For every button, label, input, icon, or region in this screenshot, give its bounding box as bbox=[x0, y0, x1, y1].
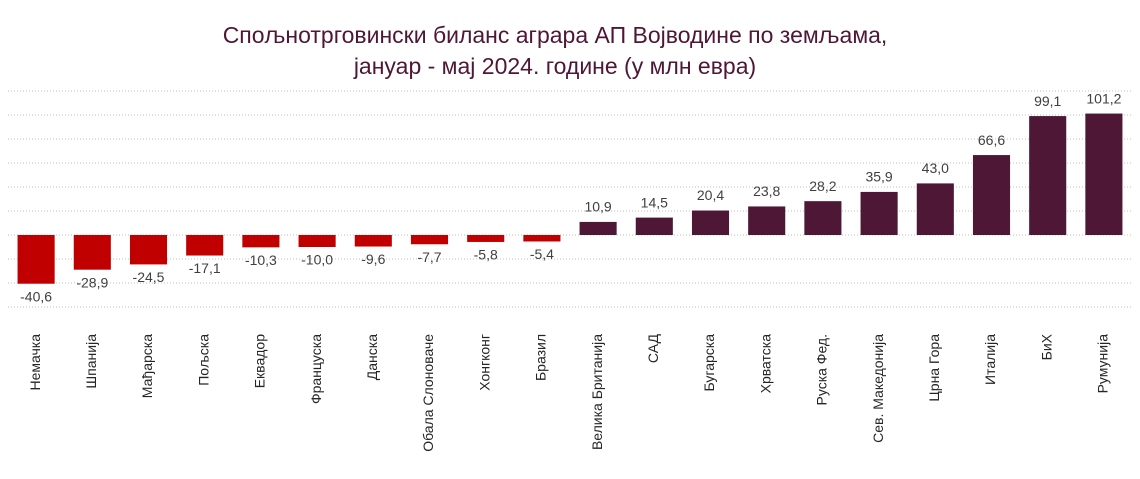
x-tick-label: Данска bbox=[364, 334, 380, 380]
data-label: 43,0 bbox=[922, 160, 949, 176]
x-tick-label: Сев. Македонија bbox=[870, 334, 886, 443]
bar bbox=[691, 210, 730, 235]
data-label: 10,9 bbox=[584, 199, 611, 215]
x-tick-label: Немачка bbox=[27, 334, 43, 391]
bar bbox=[17, 235, 55, 284]
data-label: 20,4 bbox=[697, 187, 724, 203]
x-tick-label: Црна Гора bbox=[926, 334, 942, 402]
bar bbox=[860, 191, 898, 235]
x-tick-label: Пољска bbox=[195, 334, 211, 386]
data-label: -40,6 bbox=[20, 288, 52, 304]
data-label: -7,7 bbox=[417, 249, 441, 265]
chart-title: Спољнотрговински биланс аграра АП Војвод… bbox=[223, 22, 888, 48]
data-label: -5,4 bbox=[530, 246, 554, 262]
data-label: -10,3 bbox=[245, 252, 277, 268]
bar bbox=[1085, 113, 1123, 235]
bar bbox=[804, 201, 842, 235]
bar bbox=[579, 221, 617, 235]
data-label: -17,1 bbox=[189, 260, 221, 276]
data-label: 101,2 bbox=[1086, 90, 1121, 106]
x-tick-label: Хрватска bbox=[757, 334, 773, 394]
bar bbox=[129, 235, 168, 265]
x-tick-label: Бразил bbox=[533, 334, 549, 381]
x-tick-label: Бугарска bbox=[701, 334, 717, 392]
data-label: -9,6 bbox=[361, 251, 385, 267]
x-tick-label: БиХ bbox=[1038, 333, 1054, 360]
bar bbox=[410, 235, 449, 245]
data-label: 35,9 bbox=[865, 169, 892, 185]
x-tick-label: Румунија bbox=[1095, 334, 1111, 394]
data-label: 66,6 bbox=[978, 132, 1005, 148]
data-label: -28,9 bbox=[76, 274, 108, 290]
x-tick-label: САД bbox=[645, 333, 661, 363]
bar bbox=[748, 206, 786, 235]
data-label: 23,8 bbox=[753, 183, 780, 199]
x-tick-label: Француска bbox=[308, 334, 324, 404]
x-tick-label: Италија bbox=[982, 334, 998, 385]
bar bbox=[635, 217, 673, 235]
chart-title: јануар - мај 2024. године (у млн евра) bbox=[353, 53, 756, 79]
x-tick-label: Обала Слоноваче bbox=[420, 334, 436, 452]
data-label: 14,5 bbox=[641, 194, 668, 210]
data-label: 99,1 bbox=[1034, 93, 1061, 109]
bar bbox=[186, 235, 224, 256]
data-label: -10,0 bbox=[301, 252, 333, 268]
bar bbox=[73, 235, 111, 270]
data-label: 28,2 bbox=[809, 178, 836, 194]
x-tick-label: Еквадор bbox=[252, 334, 268, 388]
bar bbox=[972, 155, 1011, 235]
data-label: -5,8 bbox=[474, 247, 498, 263]
x-tick-label: Руска Фед. bbox=[814, 334, 830, 405]
x-tick-label: Хонгконг bbox=[476, 334, 492, 391]
data-label: -24,5 bbox=[133, 269, 165, 285]
bar bbox=[916, 183, 954, 235]
bar bbox=[1029, 116, 1067, 235]
x-tick-label: Мађарска bbox=[139, 334, 155, 398]
bar bbox=[467, 235, 505, 242]
bar bbox=[523, 235, 561, 242]
x-tick-label: Велика Британија bbox=[589, 334, 605, 450]
bar bbox=[242, 235, 280, 248]
x-tick-label: Шпанија bbox=[83, 334, 99, 389]
bar bbox=[354, 235, 392, 247]
bar bbox=[298, 235, 336, 247]
